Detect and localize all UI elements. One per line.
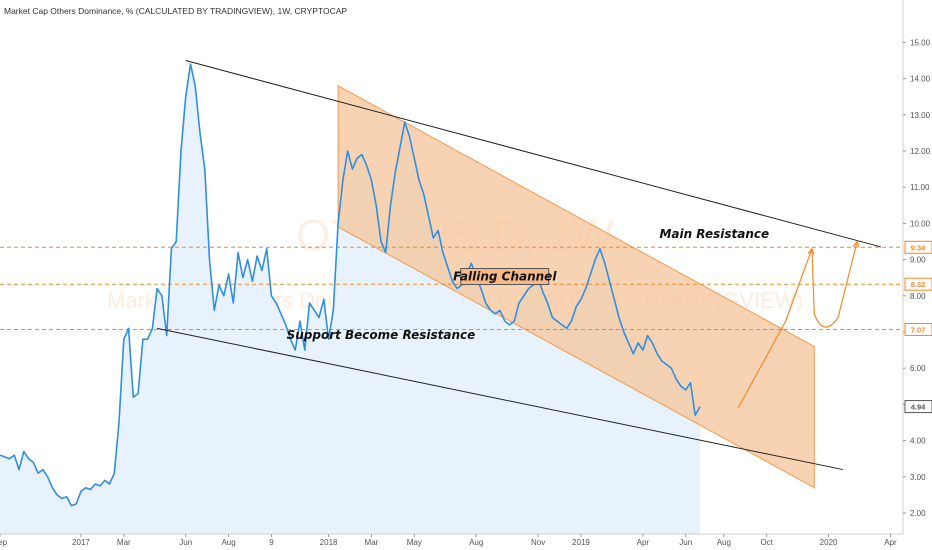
x-tick-label: Sep (0, 538, 8, 547)
x-tick-label: 9 (269, 538, 274, 547)
y-tick-label: 10.00 (910, 219, 931, 228)
y-tick-label: 12.00 (910, 147, 931, 156)
x-tick-label: Nov (531, 538, 545, 547)
projection-path (737, 241, 858, 409)
x-tick-label: Jun (179, 538, 192, 547)
price-label-box (904, 400, 932, 414)
price-label-text: 7.07 (911, 325, 926, 334)
annotation-support-become-resistance: Support Become Resistance (287, 328, 476, 342)
falling-channel (337, 84, 815, 489)
price-label-box (904, 322, 932, 336)
chart-title: Market Cap Others Dominance, % (CALCULAT… (4, 6, 347, 16)
price-label-7-07: 7.07 (904, 322, 932, 336)
price-label-8-32: 8.32 (904, 277, 932, 291)
x-tick-label: Mar (117, 538, 131, 547)
trendline-0 (185, 60, 882, 248)
y-tick-label: 6.00 (910, 364, 926, 373)
annotation-box (460, 268, 550, 286)
y-tick-label: 4.00 (910, 437, 926, 446)
y-tick-label: 11.00 (910, 183, 930, 192)
x-tick-label: Apr (637, 538, 650, 547)
price-label-text: 8.32 (911, 280, 926, 289)
x-tick-label: Mar (365, 538, 379, 547)
y-tick-label: 8.00 (910, 292, 926, 301)
y-tick-label: 9.00 (910, 256, 926, 265)
price-label-box (904, 277, 932, 291)
x-tick-label: Aug (717, 538, 731, 547)
y-tick-label: 3.00 (910, 473, 926, 482)
x-tick-label: 2017 (72, 538, 90, 547)
annotation-falling-channel: Falling Channel (453, 268, 557, 286)
x-tick-label: Oct (760, 538, 773, 547)
projection-arrowhead-2 (852, 240, 860, 248)
x-tick-label: May (407, 538, 422, 547)
price-label-box (904, 240, 932, 254)
annotation-main-resistance: Main Resistance (659, 227, 769, 241)
x-tick-label: 2018 (320, 538, 338, 547)
series-area (0, 64, 700, 534)
x-tick-label: Jun (679, 538, 692, 547)
trendline-1 (157, 327, 843, 471)
x-tick-label: 2019 (572, 538, 590, 547)
price-label-4-94: 4.94 (904, 400, 932, 414)
y-tick-label: 13.00 (910, 111, 931, 120)
projection-arrowhead-1 (807, 247, 815, 255)
x-axis: Sep 2017 Mar Jun Aug 9 2018 Mar May Aug Nov 2019 Apr… (0, 534, 897, 547)
x-tick-label: 2020 (820, 538, 838, 547)
annotation-label: Falling Channel (453, 270, 557, 284)
y-tick-label: 15.00 (910, 38, 931, 47)
x-tick-label: Aug (469, 538, 483, 547)
price-label-text: 9.34 (911, 243, 926, 252)
price-line (0, 63, 701, 507)
y-tick-label: 2.00 (910, 509, 926, 518)
price-label-9-34: 9.34 (904, 240, 932, 254)
x-tick-label: Aug (221, 538, 235, 547)
x-tick-label: Apr (884, 538, 897, 547)
y-tick-label: 14.00 (910, 75, 931, 84)
price-label-text: 4.94 (911, 403, 926, 412)
